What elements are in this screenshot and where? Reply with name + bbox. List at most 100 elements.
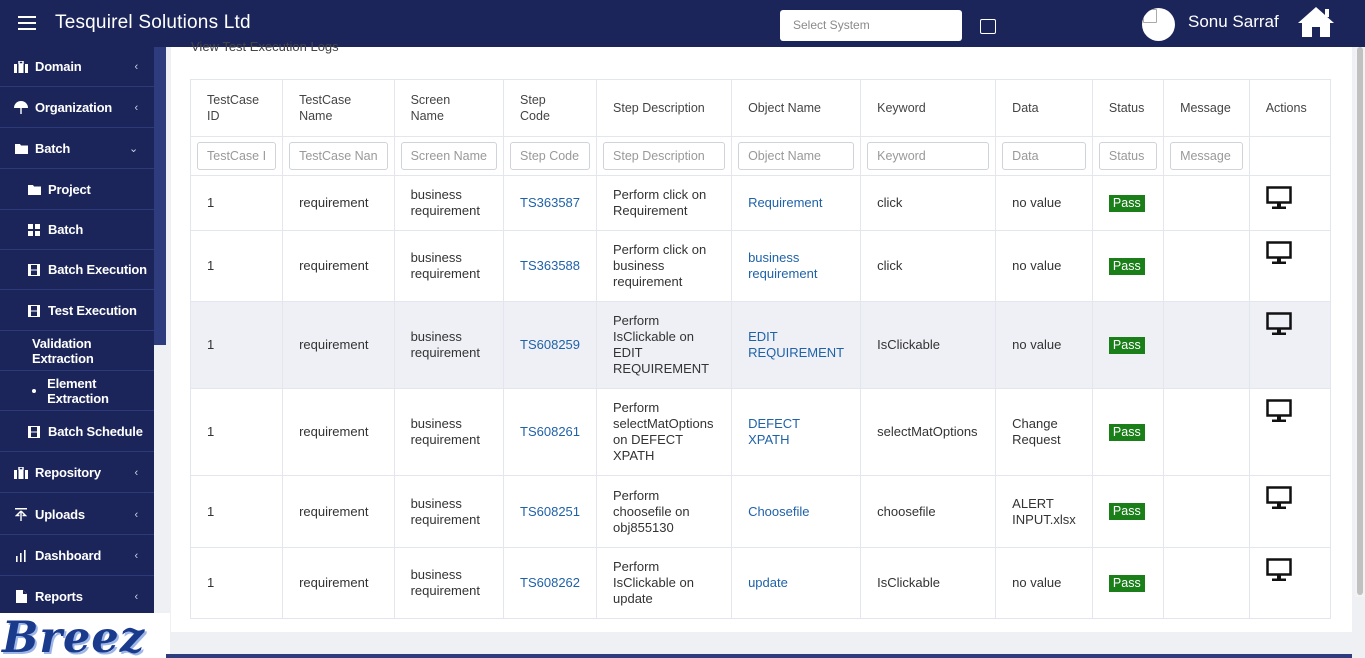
sidebar-item-element-extraction[interactable]: Element Extraction	[0, 371, 154, 411]
column-header-data[interactable]: Data	[995, 79, 1093, 137]
column-header-testcase-id[interactable]: TestCase ID	[189, 79, 284, 137]
chevron-left-icon[interactable]: ‹	[134, 508, 139, 521]
user-name[interactable]: Sonu Sarraf	[1188, 12, 1279, 31]
cell-object-name: DEFECT XPATH	[731, 388, 862, 476]
column-header-message[interactable]: Message	[1163, 79, 1250, 137]
monitor-icon[interactable]	[1265, 241, 1292, 265]
column-header-actions[interactable]: Actions	[1248, 79, 1332, 137]
sidebar-item-dashboard[interactable]: Dashboard ‹	[0, 536, 154, 576]
monitor-icon[interactable]	[1265, 558, 1292, 582]
filter-cell: Keyword	[860, 136, 997, 176]
column-header-keyword[interactable]: Keyword	[860, 79, 997, 137]
home-icon[interactable]	[1296, 5, 1336, 39]
cell-line: Requirement	[613, 203, 688, 218]
column-header-step-description[interactable]: Step Description	[596, 79, 733, 137]
object-name-link[interactable]: Requirement	[748, 195, 844, 211]
step-code-link[interactable]: TS608262	[520, 575, 581, 590]
cell-data: no value	[995, 547, 1093, 619]
column-header-screen-name[interactable]: Screen Name	[393, 79, 505, 137]
column-header-status[interactable]: Status	[1091, 79, 1165, 137]
page-scrollbar[interactable]	[1355, 47, 1365, 597]
chevron-left-icon[interactable]: ‹	[134, 101, 139, 114]
object-name-link[interactable]: Choosefile	[748, 504, 844, 520]
sidebar-item-test-execution[interactable]: Test Execution	[0, 291, 154, 331]
filter-input-testcase-name[interactable]: TestCase Nan	[289, 142, 388, 170]
monitor-icon[interactable]	[1265, 399, 1292, 423]
column-header-step-code[interactable]: Step Code	[503, 79, 598, 137]
table-row[interactable]: 1 requirement business requirement TS363588 P…	[189, 230, 1332, 302]
sidebar-item-domain[interactable]: Domain ‹	[0, 47, 154, 87]
step-code-link[interactable]: TS608261	[520, 424, 581, 439]
cell-line: update	[748, 575, 788, 590]
filter-input-step-code[interactable]: Step Code	[510, 142, 591, 170]
sidebar-item-organization[interactable]: Organization ‹	[0, 88, 154, 128]
table-row[interactable]: 1 requirement business requirement TS608259 P…	[189, 301, 1332, 389]
cell-keyword: click	[860, 175, 997, 231]
table-row[interactable]: 1 requirement business requirement TS608262 P…	[189, 547, 1332, 619]
sidebar-item-project[interactable]: Project	[0, 170, 154, 210]
object-name-link[interactable]: update	[748, 575, 844, 591]
sidebar-item-batch[interactable]: Batch	[0, 210, 154, 250]
monitor-icon[interactable]	[1265, 312, 1292, 336]
cell-testcase-id: 1	[189, 230, 284, 302]
sidebar-item-batch-schedule[interactable]: Batch Schedule	[0, 412, 154, 452]
filter-input-data[interactable]: Data	[1002, 142, 1086, 170]
sidebar-item-repository[interactable]: Repository ‹	[0, 453, 154, 493]
cell-line: business	[613, 258, 665, 273]
chevron-down-icon[interactable]: ⌄	[128, 143, 138, 155]
column-header-testcase-name[interactable]: TestCase Name	[282, 79, 395, 137]
cell-step-code: TS608262	[503, 547, 598, 619]
cell-testcase-name: requirement	[282, 301, 395, 389]
object-name-link[interactable]: DEFECT XPATH	[748, 416, 844, 448]
filter-input-step-description[interactable]: Step Description	[603, 142, 726, 170]
monitor-icon[interactable]	[1265, 186, 1292, 210]
column-header-label: Data	[1012, 101, 1039, 115]
sidebar-item-batch[interactable]: Batch ⌄	[0, 129, 154, 169]
sidebar-item-validation-extraction[interactable]: Validation Extraction	[0, 331, 154, 371]
chevron-left-icon[interactable]: ‹	[134, 60, 139, 73]
select-system-dropdown[interactable]: Select System	[780, 10, 962, 41]
sidebar-item-label: Organization	[35, 100, 113, 115]
cell-step-description: Perform click on Requirement	[596, 175, 733, 231]
chevron-left-icon[interactable]: ‹	[134, 466, 139, 479]
filter-input-object-name[interactable]: Object Name	[738, 142, 855, 170]
cell-keyword: IsClickable	[860, 301, 997, 389]
step-code-link[interactable]: TS363588	[520, 258, 581, 273]
chevron-left-icon[interactable]: ‹	[134, 590, 139, 603]
cell-testcase-name: requirement	[282, 230, 395, 302]
table-row[interactable]: 1 requirement business requirement TS608251 P…	[189, 475, 1332, 548]
cell-step-description: Perform IsClickable on EDIT REQUIREMENT	[596, 301, 733, 389]
sidebar-scrollbar[interactable]	[154, 47, 166, 345]
column-header-object-name[interactable]: Object Name	[731, 79, 862, 137]
filter-input-status[interactable]: Status	[1098, 142, 1158, 170]
object-name-link[interactable]: EDIT REQUIREMENT	[748, 329, 844, 361]
table-row[interactable]: 1 requirement business requirement TS363587 P…	[189, 175, 1332, 231]
filter-input-screen-name[interactable]: Screen Name	[400, 142, 498, 170]
chevron-left-icon[interactable]: ‹	[134, 549, 139, 562]
cell-line: obj855130	[613, 519, 674, 535]
cell-status: Pass	[1091, 388, 1165, 476]
filter-input-message[interactable]: Message	[1170, 142, 1243, 170]
cell-line: DEFECT	[748, 416, 801, 431]
hamburger-menu-icon[interactable]	[18, 16, 36, 30]
step-code-link[interactable]: TS608251	[520, 503, 581, 519]
breez-logo: Breez	[2, 613, 146, 658]
sidebar-item-label: Element Extraction	[47, 375, 109, 406]
header-checkbox[interactable]	[980, 19, 996, 34]
table-row[interactable]: 1 requirement business requirement TS608261 P…	[189, 388, 1332, 476]
filter-input-keyword[interactable]: Keyword	[867, 142, 990, 170]
step-code-link[interactable]: TS363587	[520, 195, 581, 210]
filter-input-testcase-id[interactable]: TestCase I	[197, 142, 277, 170]
sidebar-item-batch-execution[interactable]: Batch Execution	[0, 250, 154, 290]
cell-testcase-id: 1	[189, 301, 284, 389]
object-name-link[interactable]: business requirement	[748, 250, 844, 282]
sidebar-item-uploads[interactable]: Uploads ‹	[0, 495, 154, 535]
monitor-icon[interactable]	[1265, 486, 1292, 510]
column-header-label: Message	[1180, 101, 1231, 115]
avatar[interactable]	[1142, 8, 1175, 41]
cell-step-description: Perform choosefile on obj855130	[596, 475, 733, 548]
sidebar-item-reports[interactable]: Reports ‹	[0, 577, 154, 617]
cell-object-name: business requirement	[731, 230, 862, 302]
step-code-link[interactable]: TS608259	[520, 337, 581, 352]
page-scrollbar-thumb[interactable]	[1357, 47, 1363, 595]
